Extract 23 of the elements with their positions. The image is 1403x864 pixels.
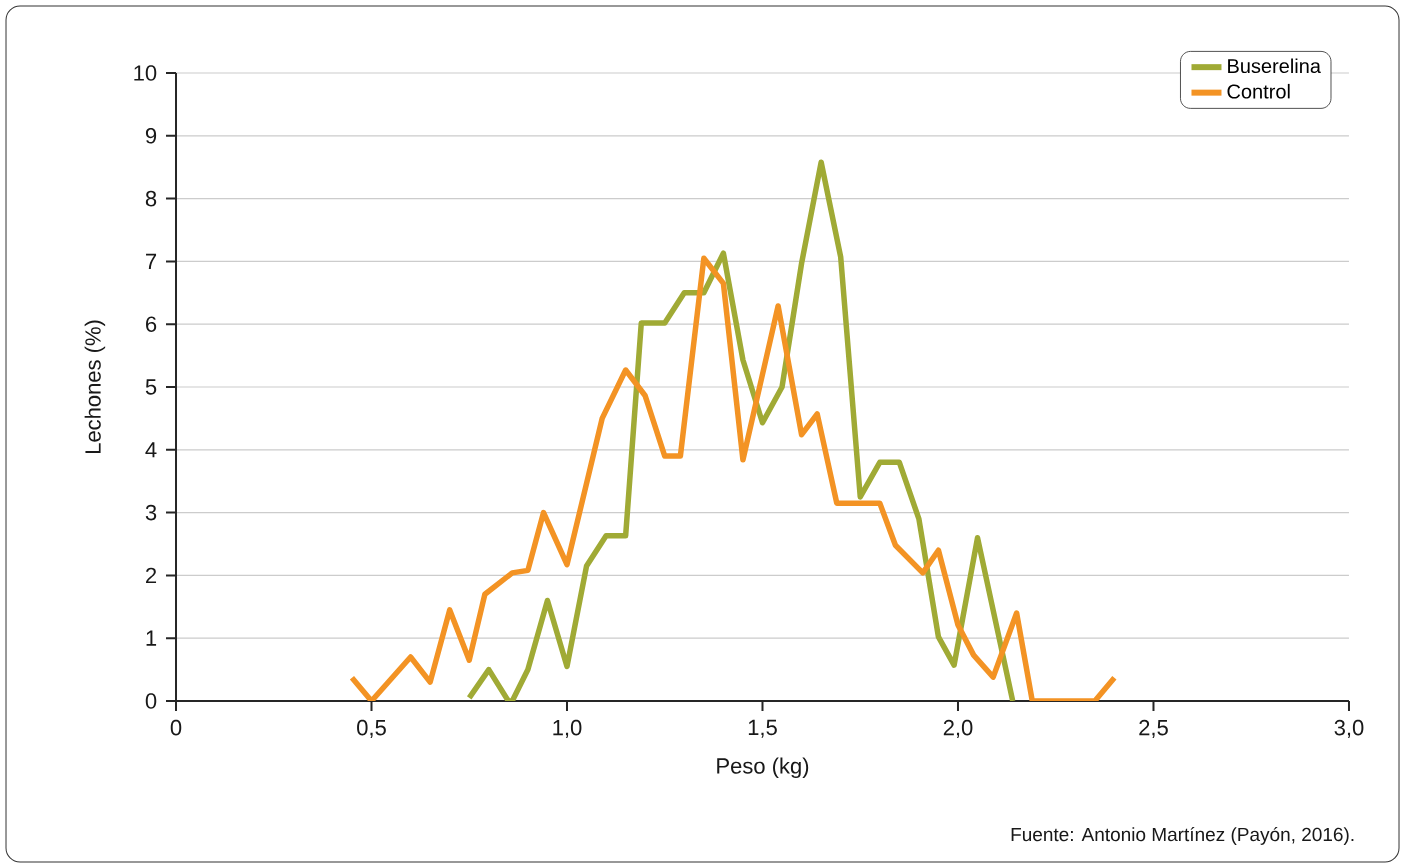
y-tick-label: 4 — [145, 442, 157, 458]
y-tick-label: 3 — [145, 504, 157, 521]
y-tick-label: 2 — [146, 567, 157, 584]
x-tick-label: 1,0 — [553, 719, 582, 739]
legend-label: Buserelina — [1228, 58, 1321, 74]
y-tick-label: 6 — [146, 316, 157, 332]
x-axis-title: Peso (kg) — [717, 757, 809, 779]
y-tick-label: 1 — [146, 630, 157, 646]
y-tick-label: 5 — [145, 379, 157, 395]
source-note: Fuente: Antonio Martínez (Payón, 2016). — [1011, 827, 1354, 845]
y-tick-label: 8 — [145, 190, 157, 207]
y-axis-title: Lechones (%) — [84, 320, 106, 454]
y-tick-label: 7 — [146, 253, 157, 269]
x-tick-label: 0,5 — [357, 719, 386, 739]
x-tick-label: 2,0 — [943, 719, 973, 739]
x-tick-label: 2,5 — [1139, 719, 1168, 739]
x-tick-label: 0 — [170, 719, 182, 736]
legend-label: Control — [1227, 83, 1290, 99]
x-tick-label: 3,0 — [1334, 719, 1364, 739]
y-tick-label: 9 — [145, 127, 157, 144]
y-tick-label: 10 — [134, 65, 157, 81]
x-tick-label: 1,5 — [748, 719, 777, 738]
y-tick-label: 0 — [145, 693, 157, 709]
